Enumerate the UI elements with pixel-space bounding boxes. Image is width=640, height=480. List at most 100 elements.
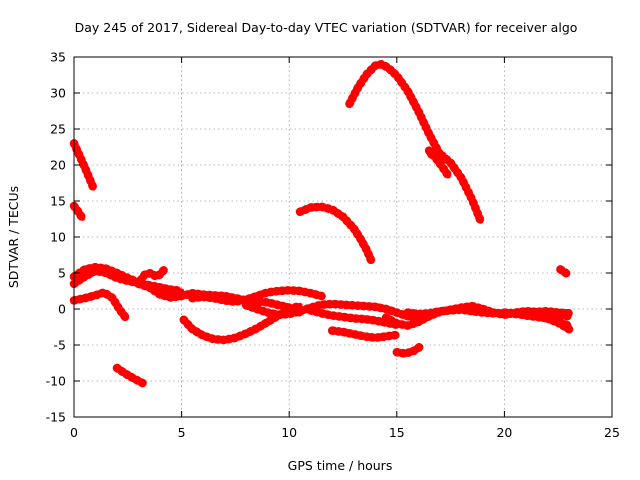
data-point <box>372 335 378 341</box>
data-point <box>161 266 167 272</box>
data-point <box>368 257 374 263</box>
data-point <box>351 315 357 321</box>
data-point <box>351 225 357 231</box>
x-tick-label: 5 <box>178 425 186 440</box>
data-point <box>254 325 260 331</box>
data-point <box>372 317 378 324</box>
data-point <box>308 204 314 211</box>
data-point <box>211 295 217 301</box>
series-arc-10 <box>188 286 326 307</box>
y-axis-label: SDTVAR / TECUs <box>6 186 21 288</box>
data-point <box>243 297 249 303</box>
series-arc-14 <box>327 326 402 343</box>
series-markers <box>295 202 376 265</box>
data-point <box>103 270 109 276</box>
data-point <box>157 284 163 290</box>
series-markers <box>532 311 574 334</box>
data-point <box>329 312 335 319</box>
data-point <box>318 302 325 308</box>
data-point <box>351 331 357 337</box>
data-point <box>222 297 228 303</box>
series-arc-12 <box>306 306 402 330</box>
data-point <box>329 328 335 334</box>
data-point <box>439 163 445 169</box>
data-series <box>69 59 574 388</box>
data-point <box>379 61 385 67</box>
data-point <box>437 150 443 157</box>
data-point <box>458 175 464 181</box>
data-point <box>355 84 361 90</box>
series-arc-15 <box>345 59 445 159</box>
series-markers <box>424 146 453 181</box>
series-markers <box>392 342 425 358</box>
data-point <box>544 315 551 321</box>
data-point <box>340 329 346 335</box>
data-point <box>232 335 238 341</box>
series-markers <box>345 59 445 159</box>
data-point <box>383 315 389 321</box>
data-point <box>566 313 572 319</box>
data-point <box>329 301 335 307</box>
data-point <box>75 209 81 215</box>
data-point <box>555 320 561 326</box>
data-point <box>523 312 529 319</box>
data-point <box>123 371 129 377</box>
data-point <box>286 287 292 293</box>
data-point <box>555 312 561 318</box>
data-point <box>275 312 281 318</box>
series-arc-18 <box>392 342 425 358</box>
series-arc-5 <box>69 288 130 322</box>
data-point <box>432 155 439 161</box>
y-tick-label: 35 <box>50 50 66 65</box>
data-point <box>394 310 400 316</box>
data-point <box>265 289 271 295</box>
data-point <box>372 63 378 69</box>
data-point <box>383 306 389 312</box>
data-point <box>394 73 400 79</box>
x-tick-label: 20 <box>496 425 512 440</box>
data-point <box>125 278 131 284</box>
data-point <box>189 295 195 301</box>
series-markers <box>69 139 98 193</box>
data-point <box>92 268 99 274</box>
data-point <box>426 148 432 154</box>
x-tick-label: 25 <box>604 425 620 440</box>
series-markers <box>69 288 130 322</box>
data-point <box>566 326 572 332</box>
data-point <box>243 330 249 337</box>
data-point <box>478 218 484 224</box>
data-point <box>200 294 206 300</box>
y-tick-label: 15 <box>50 194 66 209</box>
data-point <box>92 292 99 298</box>
x-tick-label: 15 <box>389 425 405 440</box>
data-point <box>82 295 88 301</box>
data-point <box>383 333 389 339</box>
data-point <box>426 310 432 316</box>
y-tick-label: 5 <box>58 266 66 281</box>
data-point <box>222 337 228 343</box>
data-point <box>415 108 421 114</box>
data-point <box>364 247 370 253</box>
data-point <box>90 185 96 191</box>
data-point <box>501 310 507 316</box>
data-point <box>243 302 249 308</box>
data-point <box>82 274 88 280</box>
series-arc-8 <box>136 265 169 285</box>
data-point <box>364 71 370 77</box>
data-point <box>417 343 424 349</box>
data-point <box>491 310 497 316</box>
data-point <box>346 101 353 107</box>
series-arc-2 <box>69 201 87 223</box>
data-point <box>110 295 116 301</box>
y-tick-label: -15 <box>46 410 66 425</box>
data-point <box>564 271 570 277</box>
data-point <box>394 320 400 326</box>
data-point <box>415 319 421 325</box>
data-point <box>394 332 400 338</box>
axes: 0 5 10 15 20 25 -15 -10 -5 0 5 10 15 20 25 30 35 <box>46 50 620 441</box>
data-point <box>512 310 518 316</box>
data-point <box>211 336 217 342</box>
data-point <box>394 349 400 355</box>
data-point <box>275 288 281 294</box>
data-point <box>405 310 411 316</box>
